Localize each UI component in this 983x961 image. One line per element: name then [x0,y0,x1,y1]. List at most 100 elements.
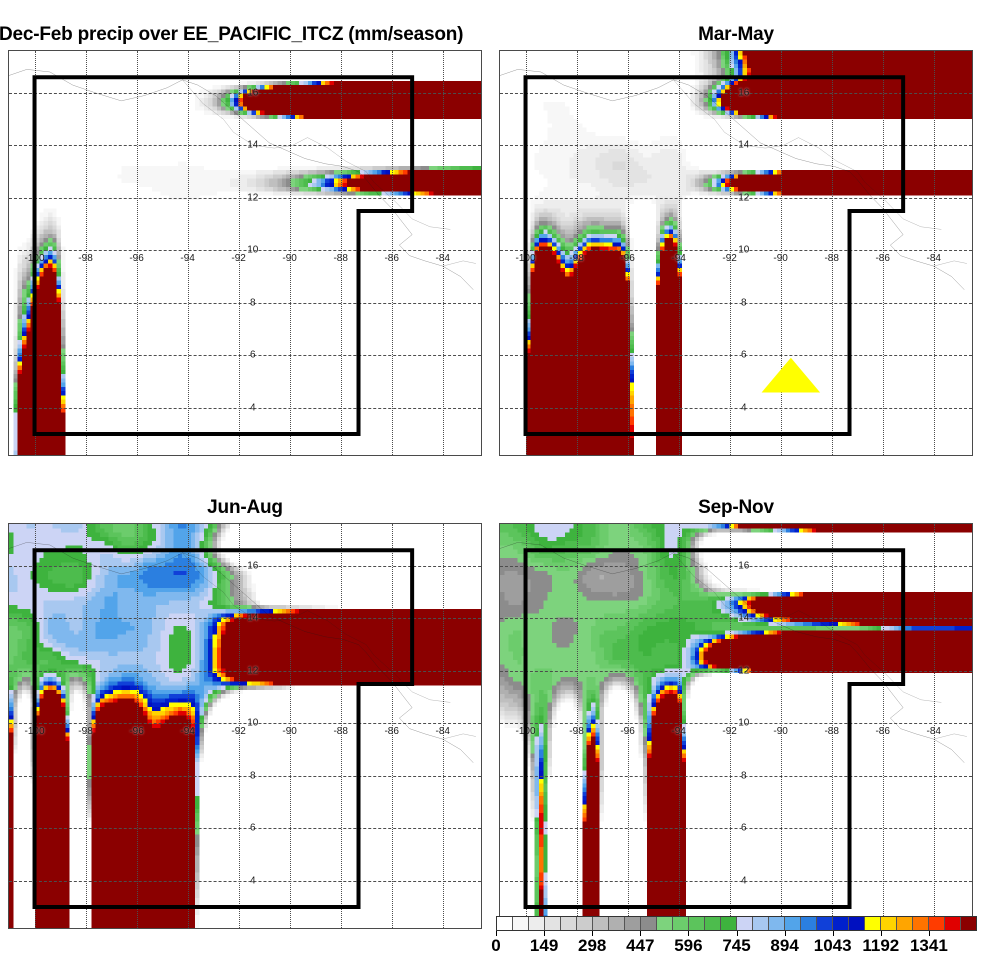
colorbar-cell-29 [961,917,976,930]
colorbar-cell-10 [657,917,673,930]
panel-djf: Dec-Feb precip over EE_PACIFIC_ITCZ (mm/… [0,22,482,456]
lon-tick-label--88: -88 [824,726,838,737]
colorbar-tick-1192 [880,931,882,936]
lat-tick-label-6: 6 [250,823,256,834]
lat-tick-label-16: 16 [738,560,749,571]
lat-tick-label-14: 14 [247,613,258,624]
colorbar-tick-1043 [832,931,834,936]
lon-tick-label--86: -86 [875,726,889,737]
lon-tick-label--86: -86 [384,253,398,264]
colorbar: 0 149 298 447 596 745 894 1043 1192 1341 [491,916,977,961]
lat-tick-label-8: 8 [741,770,747,781]
lat-tick-label-10: 10 [738,718,749,729]
colorbar-tick-label-298: 298 [578,935,606,957]
lat-tick-label-6: 6 [250,350,256,361]
colorbar-cell-16 [753,917,769,930]
lon-tick-label--90: -90 [282,726,296,737]
colorbar-cell-13 [705,917,721,930]
lon-tick-label--84: -84 [435,253,449,264]
lon-tick-label--92: -92 [722,726,736,737]
colorbar-cell-24 [881,917,897,930]
colorbar-tick-447 [640,931,642,936]
colorbar-tick-label-745: 745 [722,935,750,957]
lon-tick-label--90: -90 [773,726,787,737]
colorbar-cell-26 [913,917,929,930]
colorbar-cell-23 [865,917,881,930]
lat-tick-label-10: 10 [247,245,258,256]
lon-tick-label--96: -96 [620,726,634,737]
lon-tick-label--86: -86 [384,726,398,737]
colorbar-cell-19 [801,917,817,930]
colorbar-cell-12 [689,917,705,930]
gridline-lon--84 [933,51,935,455]
colorbar-cell-11 [673,917,689,930]
lon-tick-label--98: -98 [78,726,92,737]
lat-tick-label-14: 14 [247,140,258,151]
lon-tick-label--96: -96 [129,253,143,264]
lat-tick-label-14: 14 [738,613,749,624]
lon-tick-label--92: -92 [231,726,245,737]
lat-tick-label-4: 4 [250,402,256,413]
colorbar-cell-18 [785,917,801,930]
gridline-lon--84 [442,51,444,455]
colorbar-cell-25 [897,917,913,930]
colorbar-tick-label-1341: 1341 [910,935,948,957]
colorbar-cell-21 [833,917,849,930]
lon-tick-label--84: -84 [926,253,940,264]
colorbar-ticks [496,931,977,936]
plot-area-djf: 16 14 12 10 8 6 4 -100 -98 -96 -94 -92 -90 -88 -86 -84 [8,50,482,456]
colorbar-cell-17 [769,917,785,930]
colorbar-cell-27 [929,917,945,930]
lat-tick-label-4: 4 [741,875,747,886]
lat-tick-label-12: 12 [247,665,258,676]
lon-tick-label--100: -100 [24,726,44,737]
colorbar-cell-8 [625,917,641,930]
colorbar-cell-28 [945,917,961,930]
lon-tick-label--94: -94 [671,726,685,737]
plot-area-mam: 16 14 12 10 8 6 4 -100 -98 -96 -94 -92 -90 -88 -86 -84 [499,50,973,456]
lon-tick-label--100: -100 [24,253,44,264]
lat-tick-label-12: 12 [247,192,258,203]
lat-tick-label-12: 12 [738,665,749,676]
colorbar-tick-298 [592,931,594,936]
colorbar-tick-label-447: 447 [626,935,654,957]
colorbar-tick-596 [688,931,690,936]
lon-tick-label--98: -98 [78,253,92,264]
lat-tick-label-16: 16 [247,560,258,571]
lat-tick-label-16: 16 [247,87,258,98]
lon-tick-label--92: -92 [231,253,245,264]
lon-tick-label--100: -100 [515,726,535,737]
colorbar-cell-7 [609,917,625,930]
lon-tick-label--84: -84 [926,726,940,737]
colorbar-labels: 0 149 298 447 596 745 894 1043 1192 1341 [491,935,977,957]
panel-mam: Mar-May 16 14 12 10 8 6 4 -100 -98 -96 -94 -92 -90 -88… [499,22,973,456]
gridline-lon--84 [933,524,935,928]
lon-tick-label--88: -88 [333,726,347,737]
panel-title-djf: Dec-Feb precip over EE_PACIFIC_ITCZ (mm/… [0,22,482,48]
colorbar-cell-20 [817,917,833,930]
lat-tick-label-8: 8 [250,297,256,308]
colorbar-tick-label-894: 894 [770,935,798,957]
lat-tick-label-10: 10 [247,718,258,729]
colorbar-tick-894 [784,931,786,936]
panel-son: Sep-Nov 16 14 12 10 8 6 4 -100 -98 -96 -94 -92 -90 -88… [499,495,973,929]
lat-tick-label-4: 4 [250,875,256,886]
colorbar-cell-15 [737,917,753,930]
lon-tick-label--94: -94 [180,726,194,737]
colorbar-tick-label-149: 149 [530,935,558,957]
colorbar-cell-14 [721,917,737,930]
colorbar-cell-1 [513,917,529,930]
panel-title-mam: Mar-May [499,22,973,48]
colorbar-cell-6 [593,917,609,930]
colorbar-tick-0 [496,931,497,936]
gridline-lon--84 [442,524,444,928]
colorbar-tick-1341 [928,931,930,936]
colorbar-cell-2 [529,917,545,930]
colorbar-cell-9 [641,917,657,930]
panel-title-son: Sep-Nov [499,495,973,521]
colorbar-tick-label-1043: 1043 [814,935,852,957]
colorbar-tick-745 [736,931,738,936]
lon-tick-label--88: -88 [333,253,347,264]
colorbar-tick-label-1192: 1192 [862,935,899,957]
